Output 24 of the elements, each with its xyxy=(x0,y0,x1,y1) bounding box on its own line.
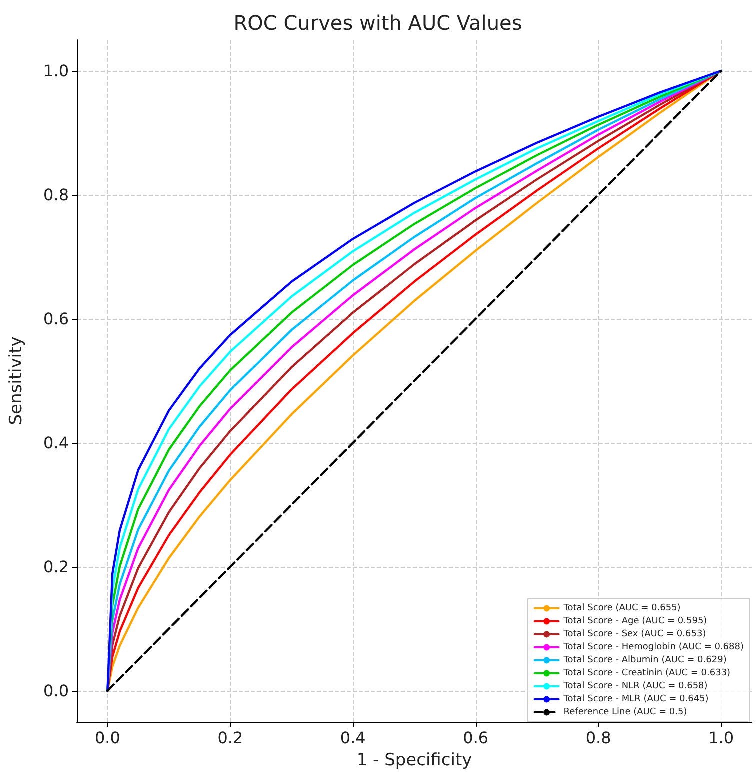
x-tick-label: 0.0 xyxy=(94,728,120,748)
legend-label: Total Score - MLR (AUC = 0.645) xyxy=(562,694,709,704)
legend-label: Reference Line (AUC = 0.5) xyxy=(564,708,688,718)
legend-label: Total Score - Sex (AUC = 0.653) xyxy=(562,630,706,640)
x-tick-label: 1.0 xyxy=(708,728,734,748)
y-tick-label: 0.8 xyxy=(44,186,69,204)
x-tick-label: 0.2 xyxy=(218,728,244,748)
legend-label: Total Score - Creatinin (AUC = 0.633) xyxy=(562,668,731,678)
y-tick-label: 0.0 xyxy=(44,682,69,700)
chart-title: ROC Curves with AUC Values xyxy=(234,11,522,35)
legend-label: Total Score - Hemoglobin (AUC = 0.688) xyxy=(562,642,744,652)
y-tick-label: 0.4 xyxy=(44,434,69,452)
x-tick-label: 0.6 xyxy=(463,728,489,748)
x-axis-title: 1 - Specificity xyxy=(356,750,472,770)
x-tick-label: 0.8 xyxy=(586,728,612,748)
y-axis-title: Sensitivity xyxy=(6,336,26,426)
x-tick-label: 0.4 xyxy=(340,728,366,748)
y-tick-label: 1.0 xyxy=(44,62,69,80)
y-tick-label: 0.6 xyxy=(44,310,69,328)
legend-label: Total Score - Age (AUC = 0.595) xyxy=(562,616,708,626)
legend-label: Total Score - Albumin (AUC = 0.629) xyxy=(562,656,727,666)
y-tick-label: 0.2 xyxy=(44,558,69,576)
legend-label: Total Score - NLR (AUC = 0.658) xyxy=(562,682,708,692)
legend-label: Total Score (AUC = 0.655) xyxy=(562,604,681,614)
